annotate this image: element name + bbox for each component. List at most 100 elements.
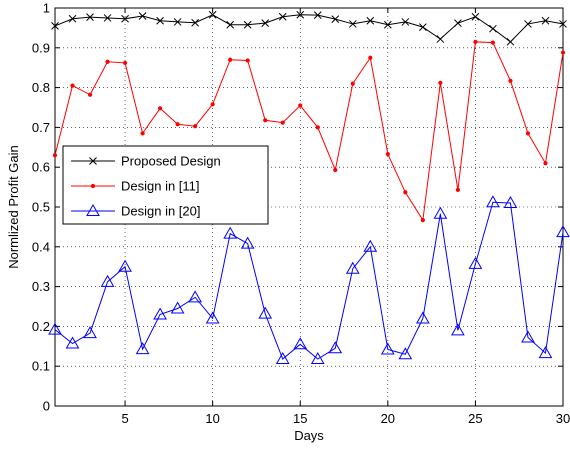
data-point: [348, 20, 357, 28]
x-tick-label: 20: [381, 411, 395, 426]
data-point: [65, 336, 80, 349]
series-line: [54, 41, 564, 222]
legend-label: Proposed Design: [121, 154, 221, 169]
x-tick-label: 5: [121, 411, 128, 426]
data-point: [455, 187, 460, 192]
data-point: [83, 326, 97, 339]
data-point: [331, 15, 340, 23]
data-point: [508, 78, 513, 83]
legend-marker: [90, 183, 96, 189]
data-point: [489, 24, 497, 33]
data-point: [138, 12, 147, 20]
x-tick-label: 10: [205, 411, 219, 426]
data-point: [173, 18, 182, 26]
series-1: [51, 10, 567, 46]
data-point: [278, 12, 287, 21]
data-point: [105, 59, 110, 64]
data-point: [416, 311, 430, 324]
data-point: [383, 20, 392, 29]
legend-marker: [86, 203, 100, 216]
data-point: [175, 122, 180, 127]
data-point: [170, 301, 185, 314]
y-tick-label: 0.5: [32, 200, 50, 215]
series-line: [54, 14, 564, 43]
x-axis-label: Days: [294, 428, 324, 443]
series-2: [52, 39, 566, 223]
legend-label: Design in [11]: [121, 179, 200, 194]
data-point: [48, 322, 62, 335]
data-point: [541, 16, 550, 25]
data-point: [419, 23, 427, 31]
y-tick-label: 0.6: [32, 160, 50, 175]
data-point: [366, 16, 375, 25]
series-3: [48, 195, 570, 365]
data-point: [223, 226, 238, 239]
y-tick-label: 1: [43, 1, 50, 16]
y-tick-label: 0.8: [32, 80, 50, 95]
data-point: [51, 22, 59, 30]
data-point: [521, 330, 535, 343]
data-point: [258, 306, 273, 319]
data-point: [158, 106, 163, 111]
data-point: [226, 20, 235, 29]
data-point: [363, 239, 378, 252]
data-point: [70, 83, 75, 88]
data-point: [298, 103, 303, 108]
legend-marker: [89, 157, 97, 165]
data-point: [243, 20, 252, 29]
data-point: [208, 10, 217, 19]
data-point: [310, 352, 325, 365]
data-point: [543, 161, 548, 166]
data-point: [490, 40, 496, 45]
data-point: [280, 120, 285, 125]
legend-entry: Proposed Design: [71, 154, 221, 169]
data-point: [118, 259, 132, 272]
x-tick-label: 30: [556, 411, 570, 426]
data-point: [122, 60, 128, 66]
data-point: [261, 19, 270, 27]
data-point: [263, 118, 268, 123]
y-tick-label: 0.3: [32, 279, 50, 294]
data-point: [52, 153, 58, 158]
data-point: [454, 19, 462, 27]
y-axis-label: Normlized Profit Gain: [6, 145, 21, 269]
legend: Proposed Design Design in [11] Design in […: [62, 145, 269, 225]
data-point: [210, 102, 215, 107]
data-point: [468, 256, 483, 269]
y-tick-label: 0.9: [32, 40, 50, 55]
data-point: [156, 16, 164, 25]
data-point: [350, 81, 355, 86]
legend-label: Design in [20]: [121, 204, 201, 219]
data-point: [559, 20, 567, 28]
legend-entry: Design in [20]: [71, 204, 201, 219]
x-tick-label: 15: [293, 411, 307, 426]
data-point: [451, 323, 465, 336]
y-tick-label: 0.2: [32, 319, 50, 334]
data-point: [275, 352, 290, 365]
data-point: [153, 307, 167, 320]
data-point: [436, 35, 445, 43]
data-point: [313, 11, 322, 20]
data-point: [87, 92, 93, 97]
data-point: [398, 347, 413, 360]
data-point: [135, 342, 150, 355]
data-point: [193, 124, 198, 129]
series-line: [54, 201, 564, 360]
data-point: [86, 13, 94, 22]
data-point: [385, 151, 390, 157]
data-point: [293, 337, 308, 350]
data-point: [188, 290, 202, 303]
data-point: [100, 274, 115, 287]
data-point: [560, 50, 566, 55]
data-point: [121, 14, 129, 23]
data-point: [345, 261, 360, 274]
data-point: [296, 10, 305, 19]
data-point: [503, 196, 518, 209]
data-point: [368, 55, 373, 60]
data-point: [315, 125, 320, 130]
data-point: [240, 236, 255, 249]
y-tick-label: 0: [43, 399, 50, 414]
y-tick-label: 0.7: [32, 120, 50, 135]
data-point: [140, 131, 145, 136]
